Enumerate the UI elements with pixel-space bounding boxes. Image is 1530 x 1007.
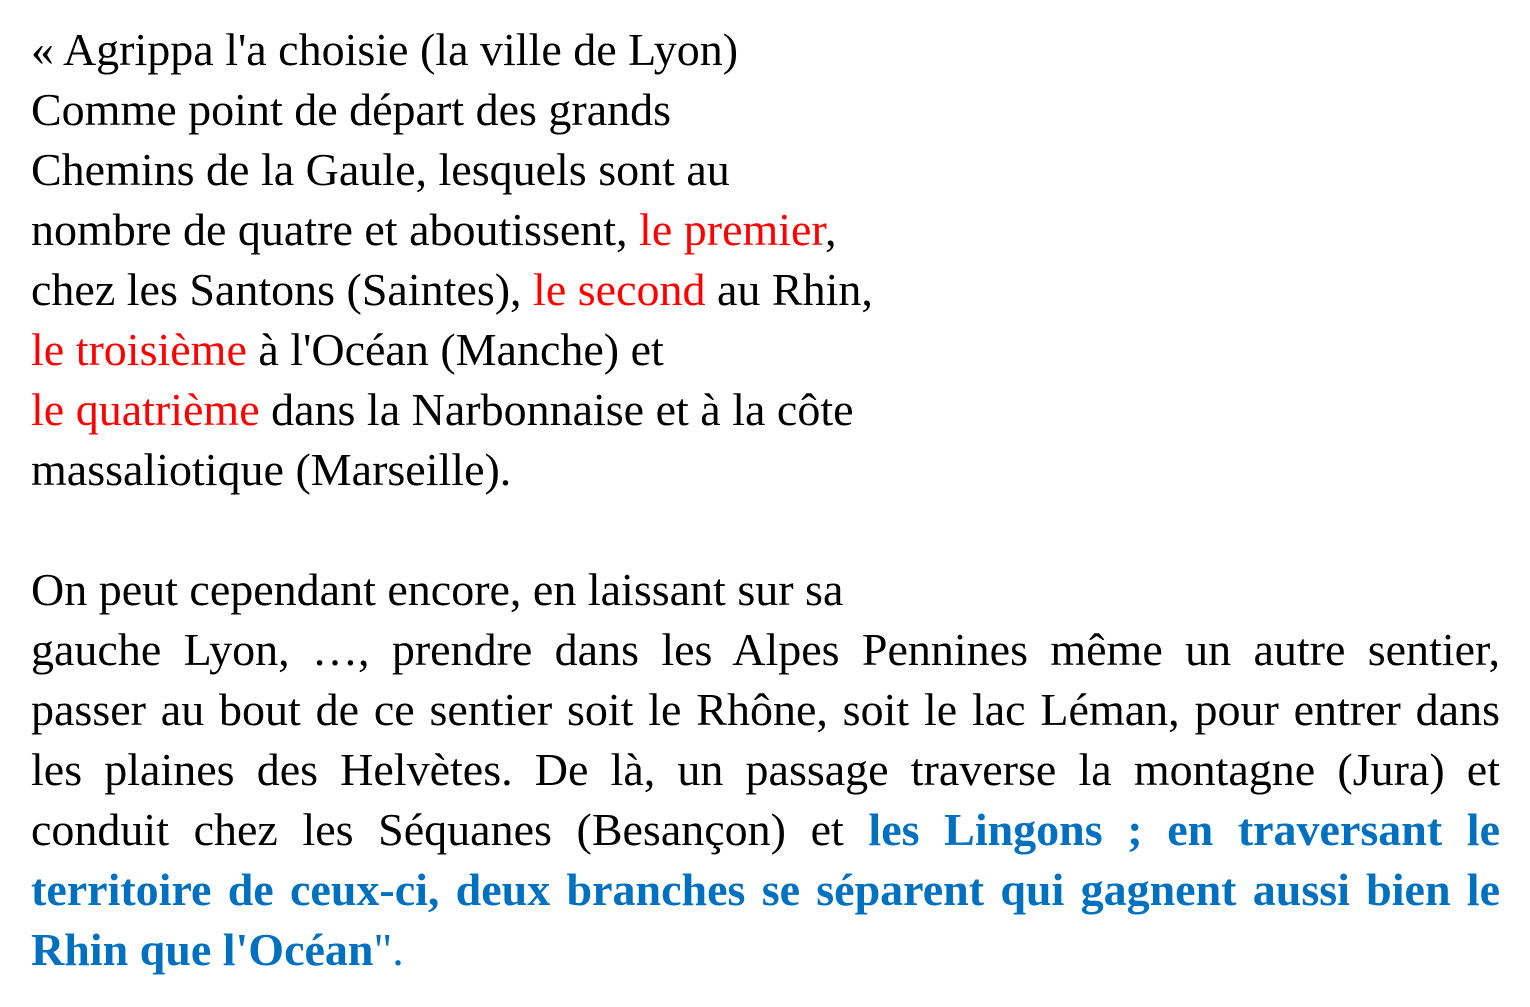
highlight-red: le troisième [31,324,247,375]
highlight-blue: les Lingons ; en traversant le territoir… [31,804,1501,975]
text-fragment: gauche Lyon, …, prendre dans les Alpes P… [31,624,1500,855]
text-fragment: à l'Océan (Manche) et [246,324,664,375]
paragraph-2-body: gauche Lyon, …, prendre dans les Alpes P… [31,620,1500,980]
text-line: nombre de quatre et aboutissent, [31,204,640,255]
text-fragment: , [824,204,837,255]
closing-quote: " [373,924,393,975]
closing-period: . [392,924,404,975]
paragraph-2-first-line: On peut cependant encore, en laissant su… [31,564,844,615]
highlight-red: le quatrième [31,384,260,435]
paragraph-gap [31,500,1500,560]
text-line: Chemins de la Gaule, lesquels sont au [31,144,730,195]
text-fragment: au Rhin, [705,264,873,315]
text-line: Comme point de départ des grands [31,84,672,135]
highlight-red: le second [533,264,706,315]
highlight-red: le premier [639,204,825,255]
text-fragment: dans la Narbonnaise et à la côte [259,384,854,435]
text-line: chez les Santons (Saintes), [31,264,534,315]
quote-paragraph: « Agrippa l'a choisie (la ville de Lyon)… [31,20,1500,500]
text-line: massaliotique (Marseille). [31,444,512,495]
text-line: « Agrippa l'a choisie (la ville de Lyon) [31,24,739,75]
document-body: « Agrippa l'a choisie (la ville de Lyon)… [31,20,1500,980]
